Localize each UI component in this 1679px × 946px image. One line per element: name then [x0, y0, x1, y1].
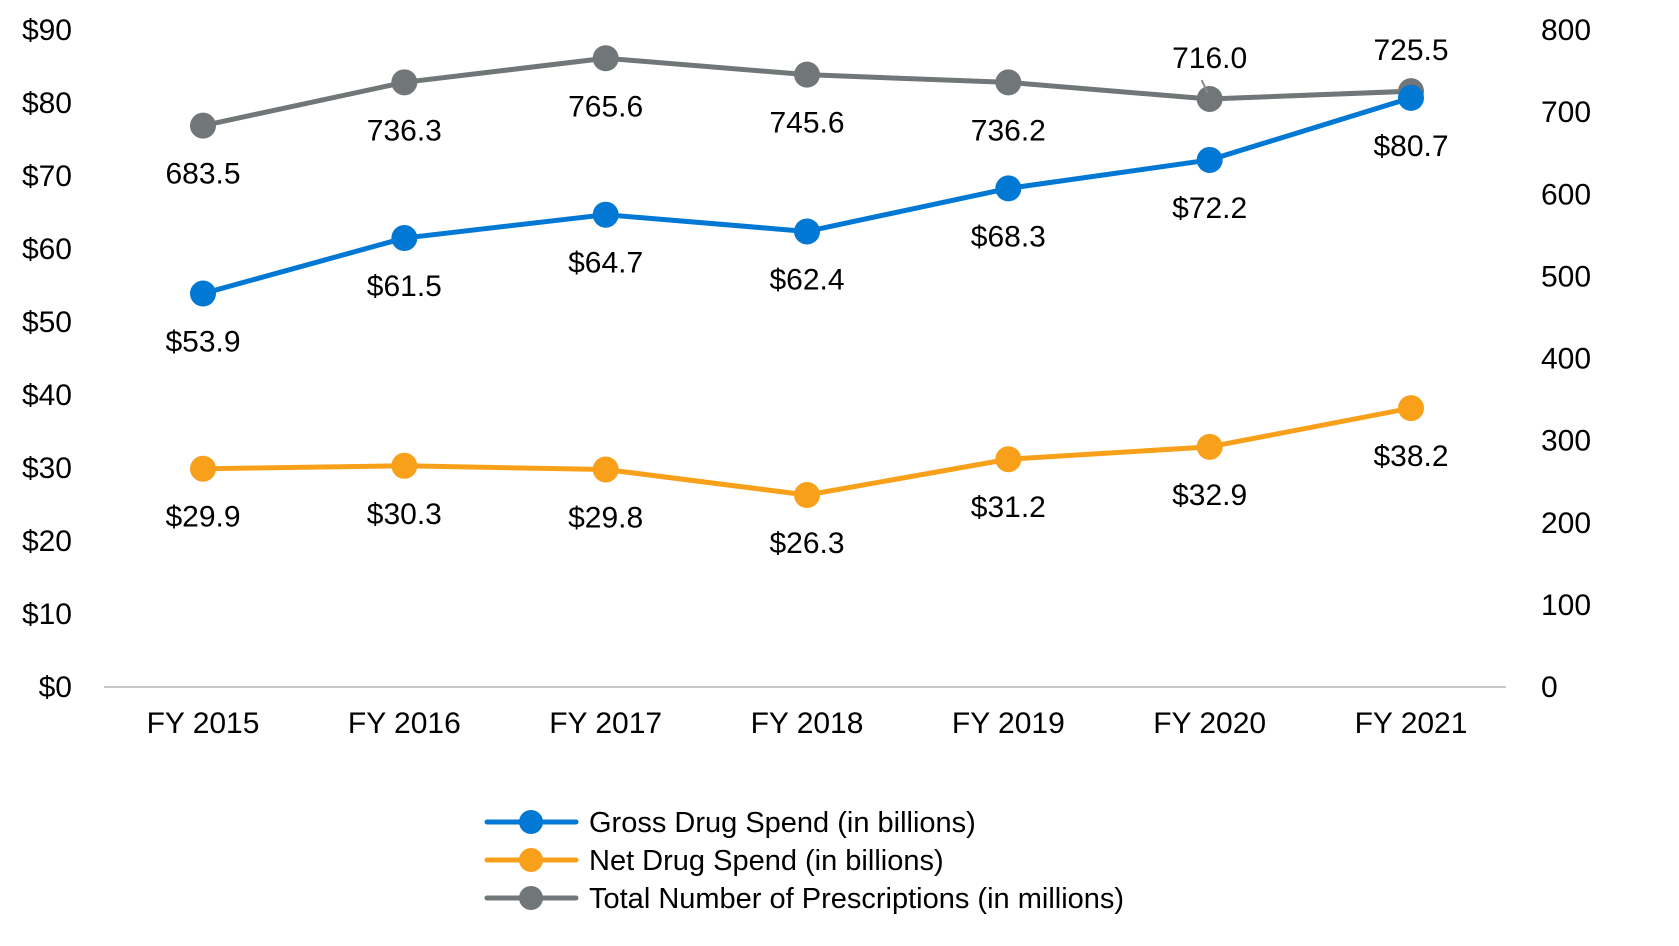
data-point: [592, 456, 619, 483]
left-axis-tick-label: $0: [39, 671, 72, 704]
data-label: $80.7: [1373, 130, 1448, 163]
data-point: [190, 455, 216, 482]
legend-label: Gross Drug Spend (in billions): [589, 807, 976, 839]
x-axis-tick-label: FY 2020: [1153, 707, 1266, 740]
legend-item: Total Number of Prescriptions (in millio…: [484, 883, 1124, 915]
series-points: [190, 45, 1424, 509]
legend-item: Net Drug Spend (in billions): [484, 845, 944, 877]
data-point: [592, 45, 619, 72]
data-label: $26.3: [769, 527, 844, 560]
data-point: [391, 452, 418, 479]
data-point: [190, 280, 216, 307]
data-point: [794, 482, 820, 509]
x-axis-tick-label: FY 2017: [549, 707, 662, 740]
x-axis-ticks: FY 2015 FY 2016 FY 2017 FY 2018 FY 2019 FY 20…: [147, 707, 1468, 740]
data-point: [1398, 395, 1424, 422]
legend: Gross Drug Spend (in billions) Net Drug S…: [484, 807, 1124, 915]
left-axis-tick-label: $80: [22, 87, 72, 120]
legend-swatch-marker: [519, 810, 543, 834]
data-point: [794, 218, 820, 245]
data-label: 736.2: [971, 114, 1046, 147]
legend-item: Gross Drug Spend (in billions): [484, 807, 976, 839]
data-label: 725.5: [1373, 34, 1448, 67]
data-label: $31.2: [971, 491, 1046, 524]
data-label: $32.9: [1172, 479, 1247, 512]
data-point: [592, 201, 619, 228]
left-axis-tick-label: $10: [22, 598, 72, 631]
data-point: [995, 69, 1022, 96]
data-labels: $53.9 $61.5 $64.7 $62.4 $68.3 $72.2 $80.7 $29.9…: [165, 34, 1448, 560]
data-point: [1196, 85, 1223, 112]
data-point: [1196, 146, 1223, 173]
left-axis-tick-label: $50: [22, 306, 72, 339]
x-axis-tick-label: FY 2021: [1355, 707, 1468, 740]
left-axis-tick-label: $20: [22, 525, 72, 558]
data-label: $61.5: [367, 270, 442, 303]
data-point: [995, 446, 1022, 473]
left-axis-tick-label: $30: [22, 452, 72, 485]
data-label: 683.5: [165, 158, 240, 191]
data-label: $62.4: [769, 263, 844, 296]
data-label: $68.3: [971, 220, 1046, 253]
data-label: $29.8: [568, 501, 643, 534]
left-axis-tick-label: $70: [22, 160, 72, 193]
data-label: 716.0: [1172, 42, 1247, 75]
right-axis-tick-label: 700: [1541, 96, 1591, 129]
data-point: [190, 112, 216, 139]
left-axis-tick-label: $40: [22, 379, 72, 412]
legend-swatch-marker: [519, 848, 543, 872]
data-point: [391, 225, 418, 252]
leader-line: [1200, 79, 1209, 94]
data-label: 736.3: [367, 114, 442, 147]
x-axis-tick-label: FY 2016: [348, 707, 461, 740]
x-axis-tick-label: FY 2018: [751, 707, 864, 740]
data-point: [995, 175, 1022, 202]
right-axis-tick-label: 100: [1541, 589, 1591, 622]
right-axis-tick-label: 300: [1541, 425, 1591, 458]
x-axis-tick-label: FY 2015: [147, 707, 260, 740]
right-axis-tick-label: 400: [1541, 343, 1591, 376]
data-label: $29.9: [165, 501, 240, 534]
right-axis-ticks: 0 100 200 300 400 500 600 700 800: [1541, 14, 1591, 704]
right-axis-tick-label: 0: [1541, 671, 1558, 704]
right-axis-tick-label: 200: [1541, 507, 1591, 540]
x-axis-tick-label: FY 2019: [952, 707, 1065, 740]
data-point: [1196, 433, 1223, 460]
left-axis-tick-label: $90: [22, 14, 72, 47]
data-label: $30.3: [367, 498, 442, 531]
data-point: [391, 69, 418, 96]
right-axis-tick-label: 500: [1541, 260, 1591, 293]
left-axis-ticks: $0 $10 $20 $30 $40 $50 $60 $70 $80 $90: [22, 14, 72, 704]
data-point: [1398, 84, 1424, 111]
legend-label: Total Number of Prescriptions (in millio…: [589, 883, 1124, 915]
data-label: $64.7: [568, 247, 643, 280]
data-label: $72.2: [1172, 192, 1247, 225]
data-label: 745.6: [769, 107, 844, 140]
data-point: [794, 61, 820, 88]
right-axis-tick-label: 600: [1541, 178, 1591, 211]
left-axis-tick-label: $60: [22, 233, 72, 266]
legend-label: Net Drug Spend (in billions): [589, 845, 944, 877]
data-label: 765.6: [568, 90, 643, 123]
data-label: $53.9: [165, 326, 240, 359]
right-axis-tick-label: 800: [1541, 14, 1591, 47]
legend-swatch-marker: [519, 886, 543, 910]
data-label: $38.2: [1373, 440, 1448, 473]
